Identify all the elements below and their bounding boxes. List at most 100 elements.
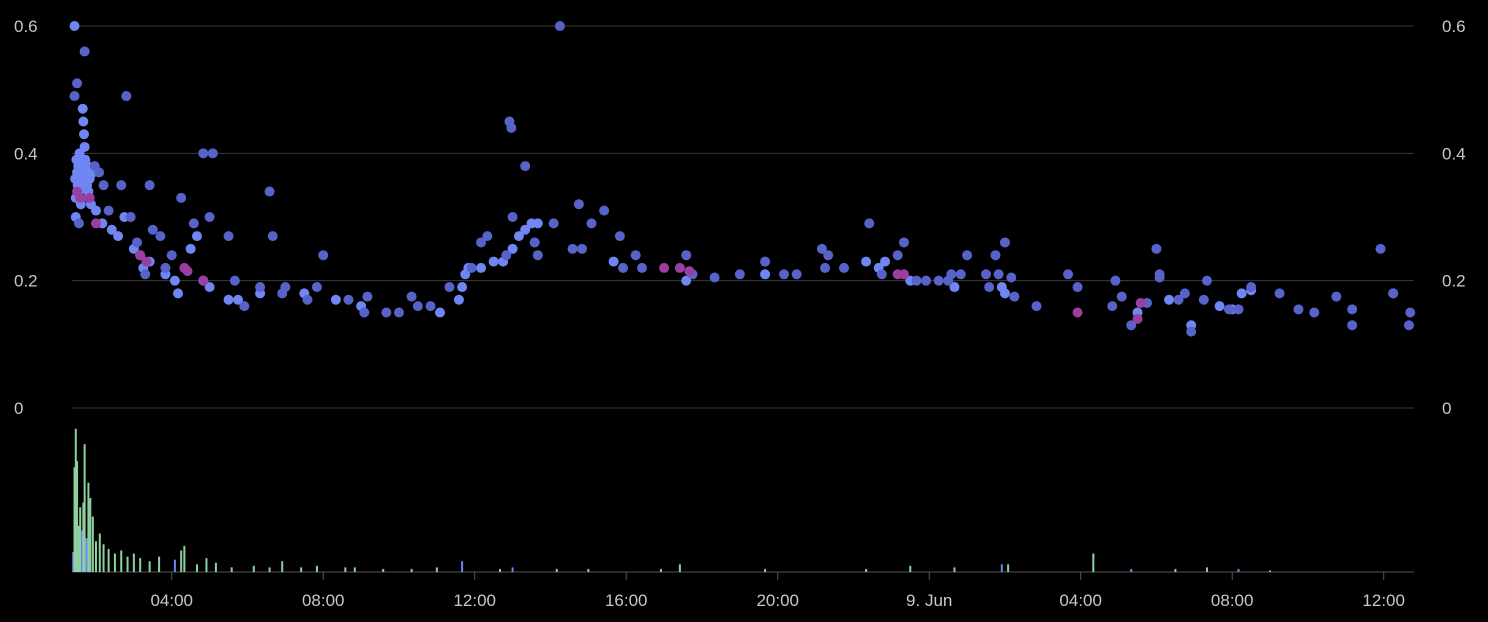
volume-bar <box>344 567 347 572</box>
data-point <box>207 148 218 159</box>
data-point <box>198 148 209 159</box>
data-point <box>1132 313 1143 324</box>
volume-bar <box>91 516 94 572</box>
data-point <box>1110 275 1121 286</box>
volume-bar <box>73 467 76 572</box>
data-point <box>72 78 83 89</box>
volume-bar <box>435 567 438 572</box>
data-point <box>946 269 957 280</box>
data-point <box>911 275 922 286</box>
data-point <box>135 250 146 261</box>
volume-bar <box>107 548 110 572</box>
data-point <box>198 275 209 286</box>
data-point <box>79 46 90 57</box>
volume-bar <box>268 567 271 572</box>
x-tick-label: 08:00 <box>302 591 345 610</box>
data-point <box>406 291 417 302</box>
data-point <box>520 161 531 172</box>
x-tick-label: 20:00 <box>756 591 799 610</box>
data-point <box>176 192 187 203</box>
data-point <box>981 269 992 280</box>
data-point <box>637 262 648 273</box>
data-point <box>573 199 584 210</box>
volume-bar <box>909 565 912 572</box>
data-point <box>185 243 196 254</box>
data-point <box>506 122 517 133</box>
data-point <box>1347 304 1358 315</box>
data-point <box>898 237 909 248</box>
data-point <box>1173 294 1184 305</box>
volume-bar <box>158 556 161 572</box>
volume-bar <box>79 507 82 572</box>
data-point <box>880 256 891 267</box>
y-tick-label: 0.2 <box>1442 272 1466 291</box>
data-point <box>173 288 184 299</box>
data-point <box>453 294 464 305</box>
data-point <box>618 262 629 273</box>
data-point <box>791 269 802 280</box>
data-point <box>1126 320 1137 331</box>
data-point <box>520 224 531 235</box>
data-point <box>1164 294 1175 305</box>
data-point <box>949 282 960 293</box>
data-point <box>734 269 745 280</box>
data-point <box>132 237 143 248</box>
volume-bar <box>1007 564 1010 572</box>
volume-bar <box>281 561 284 572</box>
data-point <box>1388 288 1399 299</box>
data-point <box>820 262 831 273</box>
data-point <box>760 256 771 267</box>
data-point <box>457 282 468 293</box>
volume-bar <box>659 568 662 572</box>
data-point <box>121 91 132 102</box>
data-point <box>548 218 559 229</box>
data-point <box>1151 243 1162 254</box>
data-point <box>144 180 155 191</box>
data-point <box>359 307 370 318</box>
data-point <box>1293 304 1304 315</box>
data-point <box>94 167 105 178</box>
data-point <box>1072 307 1083 318</box>
volume-bar <box>230 567 233 572</box>
data-point <box>681 250 692 261</box>
data-point <box>614 231 625 242</box>
volume-bar <box>1092 553 1095 572</box>
data-point <box>608 256 619 267</box>
y-tick-label: 0.6 <box>14 17 38 36</box>
data-point <box>1135 297 1146 308</box>
volume-bar <box>1130 568 1133 572</box>
data-point <box>659 262 670 273</box>
data-point <box>191 231 202 242</box>
data-point <box>239 301 250 312</box>
volume-bar <box>410 568 413 572</box>
data-point <box>921 275 932 286</box>
volume-bar <box>214 562 217 572</box>
volume-bar <box>85 538 88 572</box>
volume-bar <box>764 568 767 572</box>
y-tick-label: 0.2 <box>14 272 38 291</box>
volume-bar <box>74 428 77 572</box>
data-point <box>507 243 518 254</box>
x-tick-label: 12:00 <box>1362 591 1405 610</box>
data-point <box>892 250 903 261</box>
data-point <box>1274 288 1285 299</box>
volume-bar <box>1237 568 1240 572</box>
data-point <box>1072 282 1083 293</box>
data-point <box>1198 294 1209 305</box>
data-point <box>513 231 524 242</box>
data-point <box>113 231 124 242</box>
data-point <box>103 205 114 216</box>
data-point <box>1331 291 1342 302</box>
data-point <box>147 224 158 235</box>
y-tick-label: 0 <box>14 399 23 418</box>
data-point <box>188 218 199 229</box>
data-point <box>77 103 88 114</box>
data-point <box>79 141 90 152</box>
data-point <box>106 224 117 235</box>
data-point <box>1236 288 1247 299</box>
data-point <box>75 192 86 203</box>
data-point <box>1214 301 1225 312</box>
data-point <box>90 218 101 229</box>
